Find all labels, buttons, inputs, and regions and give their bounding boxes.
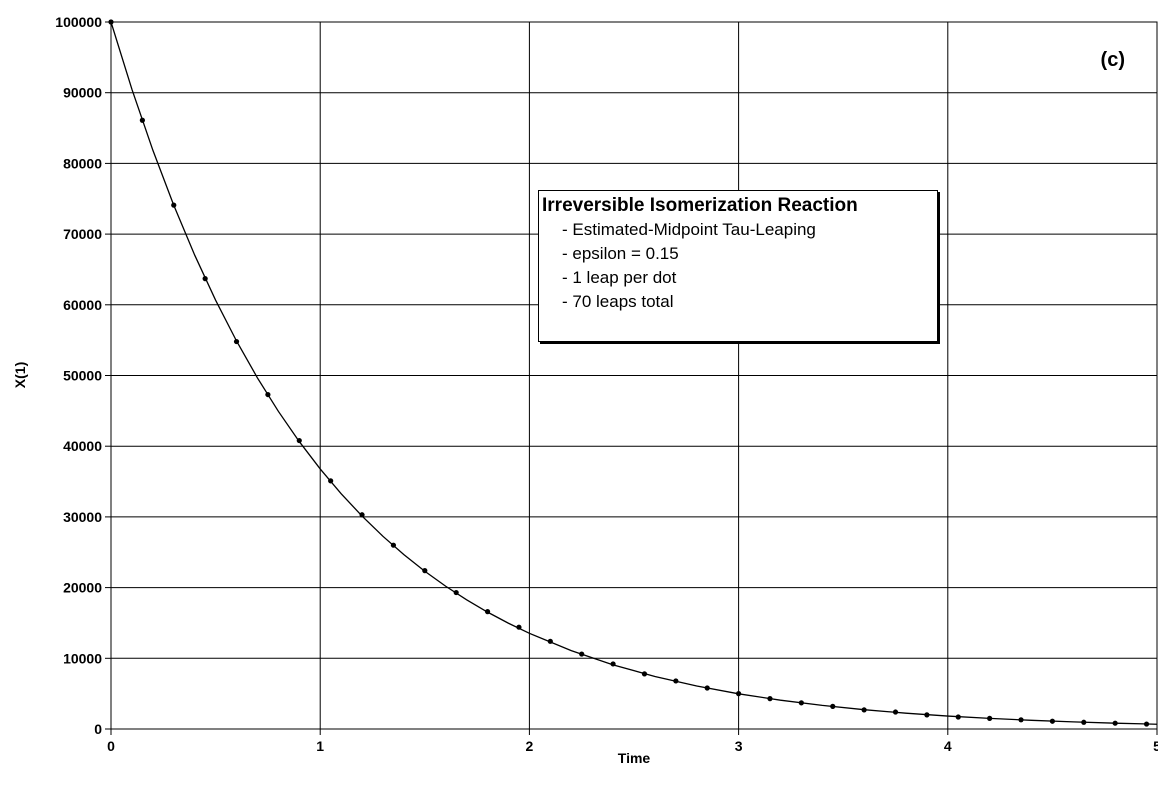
tau-leap-dot	[987, 715, 993, 721]
tau-leap-dot	[830, 703, 836, 709]
tau-leap-dot	[736, 691, 742, 697]
y-tick-label: 70000	[63, 226, 102, 242]
tau-leap-dot	[641, 671, 648, 677]
legend-box: Irreversible Isomerization Reaction - Es…	[538, 190, 938, 342]
tau-leap-dot	[359, 512, 365, 518]
panel-label: (c)	[1101, 49, 1125, 71]
tau-leap-dot	[296, 437, 302, 444]
tau-leap-dot	[1112, 720, 1118, 726]
tau-leap-dot	[233, 338, 240, 345]
x-tick-label: 1	[316, 738, 324, 754]
tau-leap-dot	[798, 700, 804, 706]
tau-leap-dot	[579, 651, 585, 657]
tau-leap-dot	[704, 685, 710, 691]
tau-leap-dot	[547, 638, 553, 644]
tau-leap-dot	[1018, 717, 1024, 723]
legend-title: Irreversible Isomerization Reaction	[542, 195, 858, 216]
series	[108, 19, 1158, 727]
x-tick-label: 0	[107, 738, 115, 754]
y-tick-label: 10000	[63, 650, 102, 666]
y-axis-label: X(1)	[12, 362, 28, 388]
tau-leap-dot	[453, 589, 459, 596]
tau-leap-dot	[861, 707, 867, 713]
y-tick-label: 80000	[63, 155, 102, 171]
tau-leap-dot	[610, 661, 616, 667]
y-tick-label: 40000	[63, 438, 102, 454]
tau-leap-dot	[1049, 718, 1055, 724]
y-tick-label: 60000	[63, 297, 102, 313]
legend-line-epsilon: - epsilon = 0.15	[562, 244, 679, 263]
tau-leap-dot	[265, 391, 271, 398]
legend-line-leap-per-dot: - 1 leap per dot	[562, 268, 677, 287]
tau-leap-dot	[484, 609, 491, 615]
gridlines	[111, 21, 1158, 729]
tau-leap-dot	[516, 624, 522, 630]
y-tick-label: 90000	[63, 85, 102, 101]
x-tick-label: 3	[735, 738, 743, 754]
tau-leap-dot	[955, 714, 961, 720]
tau-leap-dot	[924, 712, 930, 718]
y-tick-label: 50000	[63, 368, 102, 384]
x-axis-ticks: 0 1 2 3 4 5	[107, 729, 1158, 754]
tau-leap-dot	[328, 478, 334, 484]
tau-leap-dot	[1081, 719, 1087, 725]
tau-leap-dot	[202, 276, 208, 282]
y-tick-label: 30000	[63, 509, 102, 525]
legend-line-leaps-total: - 70 leaps total	[562, 292, 674, 311]
tau-leap-dot	[422, 568, 428, 574]
x-tick-label: 5	[1153, 738, 1158, 754]
y-axis-ticks: 0 10000 20000 30000 40000 50000 60000 70000 8000…	[55, 14, 111, 737]
tau-leap-dot	[1143, 721, 1150, 727]
legend-line-method: - Estimated-Midpoint Tau-Leaping	[562, 220, 816, 239]
y-tick-label: 0	[94, 721, 102, 737]
x-tick-label: 4	[944, 738, 952, 754]
tau-leap-dot	[673, 678, 679, 684]
exact-solution-curve	[110, 21, 1158, 725]
x-axis-label: Time	[618, 750, 651, 766]
tau-leap-dot	[892, 709, 899, 715]
y-tick-label: 100000	[55, 14, 102, 30]
y-tick-label: 20000	[63, 580, 102, 596]
x-tick-label: 2	[526, 738, 534, 754]
tau-leap-dot	[390, 542, 397, 548]
tau-leap-dot	[767, 695, 773, 702]
tau-leap-dot	[171, 202, 177, 208]
tau-leap-dot	[108, 19, 114, 25]
tau-leap-dot	[139, 117, 145, 123]
